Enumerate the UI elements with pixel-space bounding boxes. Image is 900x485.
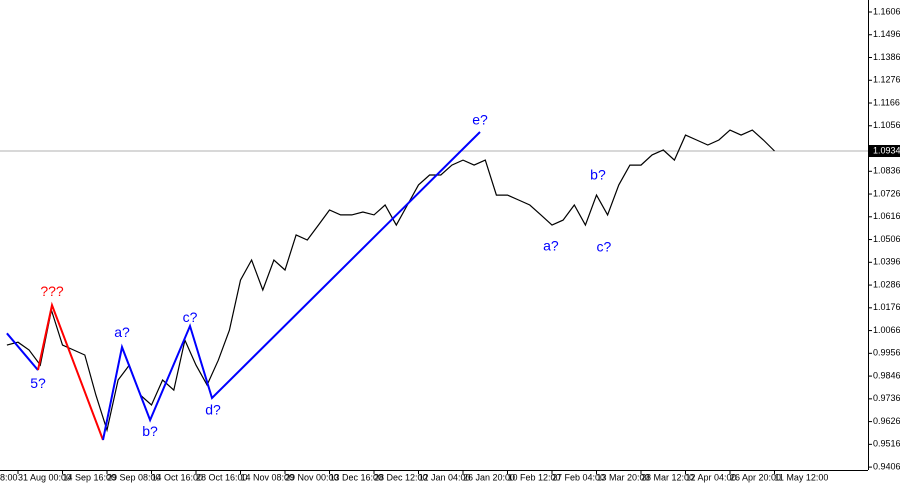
x-tick-label: 13 Dec 16:00 xyxy=(330,472,384,482)
y-tick-label: 1.0176 xyxy=(873,302,900,312)
y-tick-label: 1.0506 xyxy=(873,234,900,244)
x-tick-label: 14 Nov 08:00 xyxy=(241,472,295,482)
x-tick-label: 10 Feb 12:00 xyxy=(508,472,561,482)
x-tick-label: 11 May 12:00 xyxy=(775,472,829,482)
x-tick-label: 13 Mar 20:00 xyxy=(597,472,650,482)
x-tick-label: 28 Mar 12:00 xyxy=(641,472,694,482)
wave-line xyxy=(102,131,481,441)
x-tick-label: 14 Oct 16:00 xyxy=(152,472,204,482)
wave-label: d? xyxy=(205,402,221,418)
y-tick-label: 1.1496 xyxy=(873,29,900,39)
y-tick-label: 0.9846 xyxy=(873,370,900,380)
wave-label: e? xyxy=(472,112,488,128)
wave-label: 5? xyxy=(30,375,46,391)
wave-label: ??? xyxy=(40,283,64,299)
wave-line xyxy=(6,332,39,371)
x-tick-label: 14 Sep 16:00 xyxy=(63,472,117,482)
x-tick-label-cut: 8:00 xyxy=(0,472,18,482)
x-tick-label: 28 Dec 12:00 xyxy=(374,472,428,482)
y-tick-label: 1.1386 xyxy=(873,52,900,62)
x-tick-label: 12 Apr 04:00 xyxy=(686,472,737,482)
y-tick-label: 1.1276 xyxy=(873,75,900,85)
y-tick-label: 1.0616 xyxy=(873,211,900,221)
y-tick-label: 1.0286 xyxy=(873,279,900,289)
wave-label: a? xyxy=(543,238,559,254)
price-line xyxy=(6,129,775,433)
y-tick-label: 1.1166 xyxy=(873,97,900,107)
y-tick-label: 1.0066 xyxy=(873,325,900,335)
x-tick-label: 29 Nov 00:00 xyxy=(285,472,339,482)
current-price-box xyxy=(869,145,900,158)
y-tick-label: 0.9516 xyxy=(873,439,900,449)
x-tick-label: 26 Apr 20:00 xyxy=(730,472,781,482)
wave-label: c? xyxy=(597,239,612,255)
x-tick-label: 27 Feb 04:00 xyxy=(552,472,605,482)
x-tick-label: 26 Jan 20:00 xyxy=(463,472,515,482)
current-price-label: 1.0934 xyxy=(873,145,900,155)
x-tick-label: 31 Aug 00:00 xyxy=(18,472,71,482)
wave-label: b? xyxy=(590,167,606,183)
wave-label: c? xyxy=(183,309,198,325)
y-tick-label: 1.1606 xyxy=(873,6,900,16)
y-tick-label: 0.9956 xyxy=(873,348,900,358)
x-tick-label: 28 Oct 16:00 xyxy=(196,472,248,482)
wave-line xyxy=(37,301,104,441)
x-tick-label: 12 Jan 04:00 xyxy=(419,472,471,482)
wave-label: b? xyxy=(142,423,158,439)
y-tick-label: 1.0836 xyxy=(873,166,900,176)
y-tick-label: 0.9626 xyxy=(873,416,900,426)
y-tick-label: 1.0396 xyxy=(873,257,900,267)
y-tick-label: 1.0726 xyxy=(873,188,900,198)
y-tick-label: 0.9736 xyxy=(873,393,900,403)
y-tick-label: 0.9406 xyxy=(873,461,900,471)
y-tick-label: 1.1056 xyxy=(873,120,900,130)
wave-label: a? xyxy=(114,324,130,340)
x-tick-label: 29 Sep 08:00 xyxy=(107,472,161,482)
